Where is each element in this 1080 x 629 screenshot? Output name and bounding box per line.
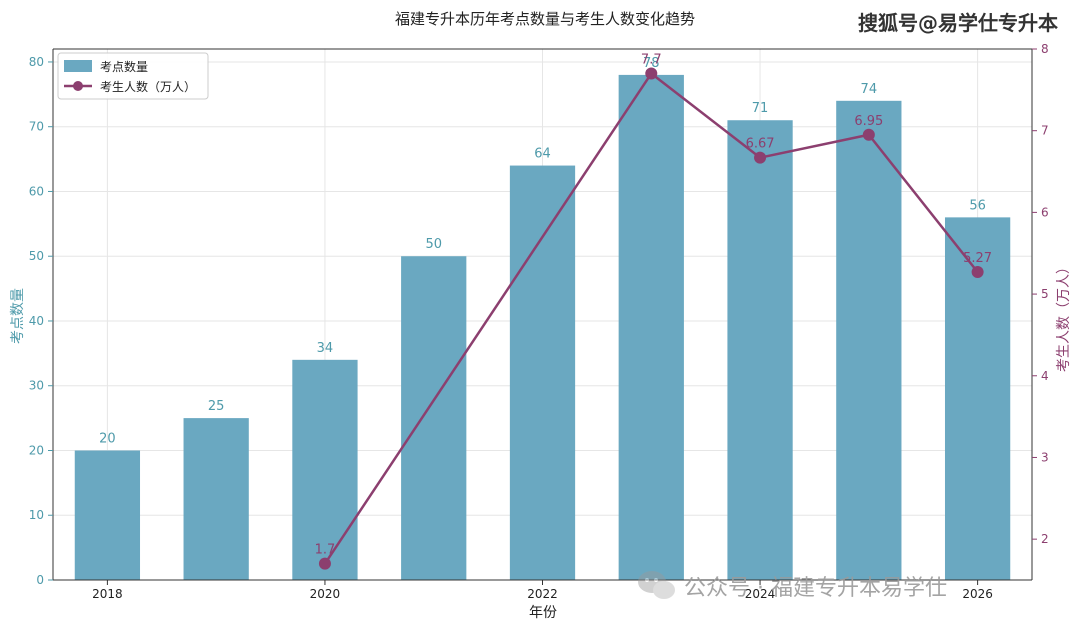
bar-2023 (618, 74, 684, 580)
line-point-2024 (754, 151, 767, 164)
bar-value-label: 71 (752, 101, 769, 116)
line-value-label: 6.95 (854, 114, 883, 129)
bar-2024 (727, 120, 793, 581)
y-tick-label: 30 (29, 379, 44, 393)
y-tick-label: 0 (36, 573, 44, 587)
legend-line-label: 考生人数（万人） (100, 79, 196, 94)
y2-tick-label: 7 (1041, 124, 1049, 138)
y2-tick-label: 4 (1041, 369, 1049, 383)
y2-tick-label: 8 (1041, 42, 1049, 56)
line-point-2025 (862, 128, 875, 141)
watermark-bottom-group: 公众号 · 福建专升本易学仕 (638, 571, 947, 601)
line-value-label: 1.7 (315, 543, 336, 558)
line-value-label: 7.7 (641, 53, 662, 68)
x-tick-label: 2022 (527, 587, 558, 601)
x-tick-label: 2018 (92, 587, 123, 601)
bars (74, 74, 1011, 581)
watermark-top-right: 搜狐号@易学仕专升本 (858, 11, 1058, 35)
bar-value-label: 64 (534, 147, 551, 162)
bar-value-label: 74 (861, 82, 878, 97)
bar-value-label: 50 (425, 237, 442, 252)
bar-value-label: 20 (99, 431, 116, 446)
bar-2022 (509, 165, 576, 580)
y2-tick-label: 6 (1041, 205, 1049, 219)
legend-bar-label: 考点数量 (100, 59, 148, 74)
bar-2020 (292, 359, 358, 580)
legend: 考点数量 考生人数（万人） (57, 52, 209, 100)
line-point-2023 (645, 67, 658, 80)
x-tick-label: 2024 (745, 587, 776, 601)
y-tick-label: 10 (29, 508, 44, 522)
y-tick-label: 20 (29, 443, 44, 457)
y-tick-label: 50 (29, 249, 44, 263)
y2-tick-label: 3 (1041, 450, 1049, 464)
y2-tick-label: 5 (1041, 287, 1049, 301)
line-series (318, 67, 984, 570)
y-tick-label: 70 (29, 120, 44, 134)
legend-bar-swatch (64, 60, 92, 72)
x-axis-label: 年份 (529, 605, 557, 621)
y-axis-label: 考点数量 (10, 288, 26, 344)
y-tick-label: 80 (29, 55, 44, 69)
chart-title: 福建专升本历年考点数量与考生人数变化趋势 (395, 10, 695, 28)
bar-2018 (74, 450, 141, 580)
bar-value-label: 34 (317, 341, 334, 356)
watermark-bottom: 公众号 · 福建专升本易学仕 (684, 576, 947, 601)
x-tick-label: 2020 (310, 587, 341, 601)
legend-box (57, 52, 209, 100)
line-value-label: 5.27 (963, 251, 992, 266)
y2-tick-label: 2 (1041, 532, 1049, 546)
y2-axis-label: 考生人数（万人） (1056, 260, 1072, 372)
bar-value-label: 25 (208, 399, 225, 414)
y-tick-label: 60 (29, 184, 44, 198)
labels: 20 25 34 50 64 78 71 74 56 1.7 7.7 6.67 6.95 5.27 (99, 53, 992, 558)
bar-value-label: 56 (969, 198, 986, 213)
y-tick-label: 40 (29, 314, 44, 328)
line-value-label: 6.67 (746, 137, 775, 152)
line-point-2020 (318, 557, 331, 570)
bar-value-label: 78 (643, 56, 660, 71)
bar-2021 (401, 256, 467, 580)
bar-2019 (183, 418, 249, 580)
bar-2025 (836, 100, 902, 581)
legend-line-marker (73, 81, 83, 91)
wechat-icon (638, 571, 675, 599)
x-tick-label: 2026 (962, 587, 993, 601)
line-point-2026 (971, 266, 984, 279)
